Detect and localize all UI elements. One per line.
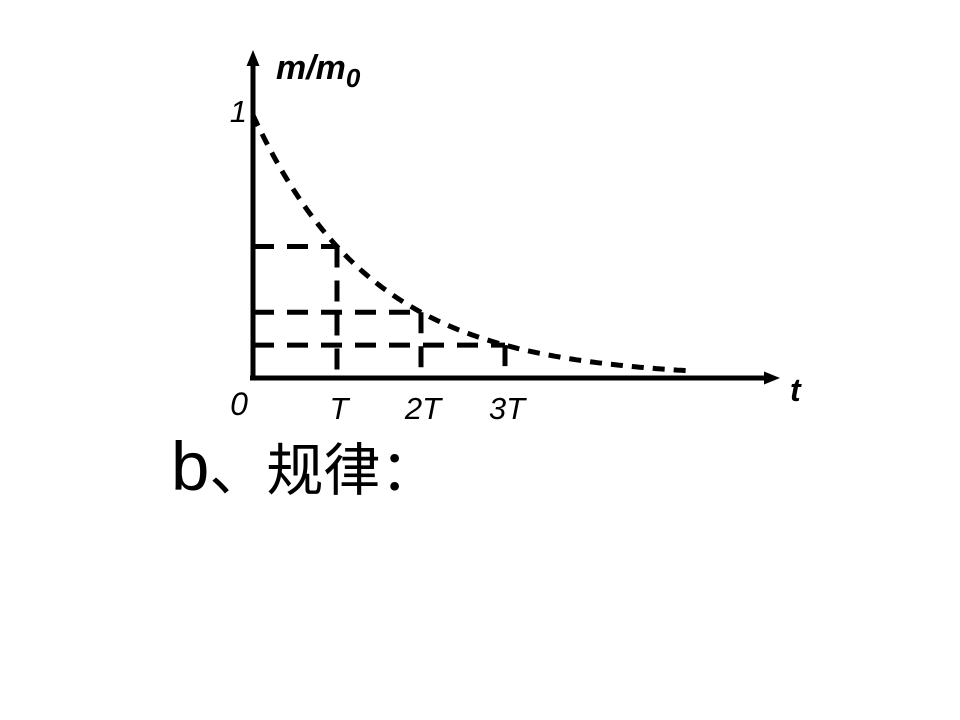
y-tick-label-1: 1: [230, 94, 247, 129]
x-tick-label-3: 3T: [489, 391, 527, 426]
caption-letter: b: [171, 428, 210, 505]
origin-label: 0: [230, 386, 248, 422]
decay-curve: [250, 113, 690, 374]
x-tick-label-1: T: [330, 391, 351, 426]
axes: [246, 50, 780, 385]
x-tick-label-2: 2T: [404, 391, 443, 426]
guide-lines: [253, 244, 508, 378]
y-axis-arrow-icon: [246, 50, 260, 66]
y-axis-label-main: m/m: [276, 49, 346, 87]
y-axis-label-sub: 0: [346, 63, 361, 93]
decay-chart: m/m0 t 1 0 T 2T 3T: [230, 49, 802, 426]
caption-text: 、规律：: [209, 440, 438, 503]
x-tick-labels: T 2T 3T: [330, 391, 528, 426]
caption: b、规律：: [171, 425, 437, 507]
x-axis-arrow-icon: [764, 371, 780, 385]
x-axis-label: t: [790, 372, 802, 408]
y-axis-label: m/m0: [276, 49, 361, 93]
